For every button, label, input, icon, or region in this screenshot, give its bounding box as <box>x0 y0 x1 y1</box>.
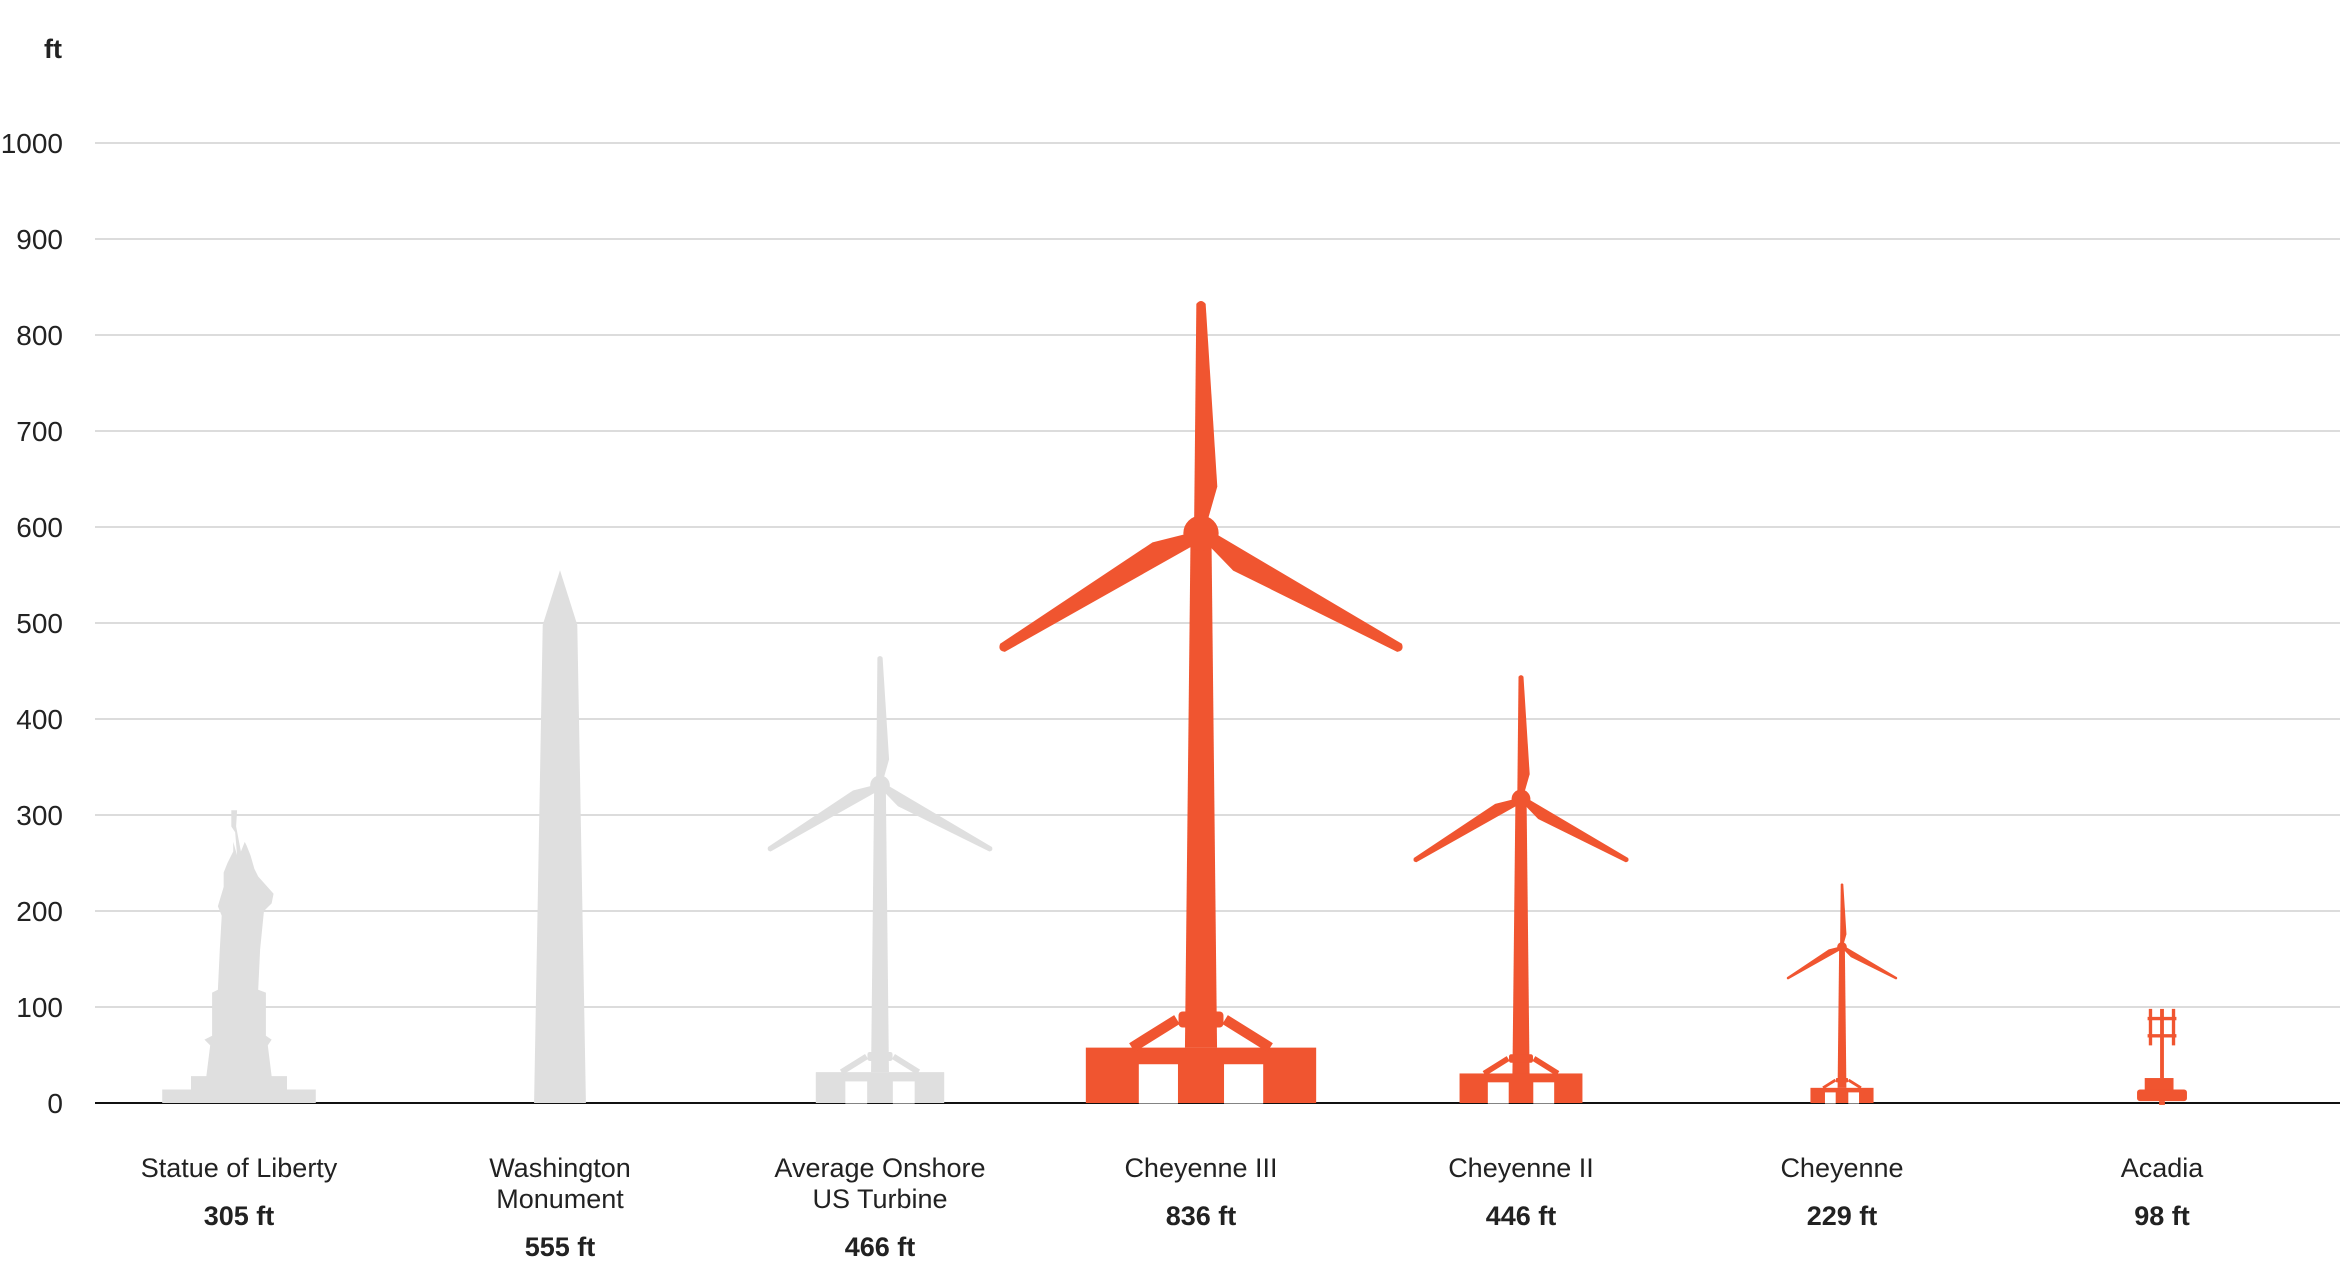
acadia-mast <box>2160 1008 2164 1079</box>
turbine-hub <box>1837 942 1847 952</box>
turbine-blade <box>999 534 1205 652</box>
floating-platform <box>1085 1047 1317 1103</box>
platform-brace <box>1482 1056 1560 1076</box>
platform-gap <box>1138 1064 1178 1104</box>
y-axis-unit-label: ft <box>44 34 62 64</box>
turbine-blade <box>1517 675 1530 800</box>
bar-turbine <box>767 655 993 1104</box>
value-label: 305 ft <box>204 1201 275 1231</box>
y-tick-label: 700 <box>16 416 63 447</box>
y-tick-label: 600 <box>16 512 63 543</box>
value-label: 229 ft <box>1807 1201 1878 1231</box>
category-label: Cheyenne II <box>1448 1153 1594 1183</box>
platform-gap <box>1848 1092 1860 1104</box>
floating-platform <box>1810 1087 1874 1103</box>
acadia-keel <box>2159 1101 2165 1105</box>
platform-gap <box>1487 1082 1509 1104</box>
tower-collar <box>1178 1011 1224 1028</box>
tower-collar <box>1835 1077 1849 1083</box>
turbine-blade <box>1522 795 1629 863</box>
bar-obelisk <box>534 570 586 1103</box>
category-label: Washington <box>489 1153 631 1183</box>
category-label: Cheyenne <box>1780 1153 1903 1183</box>
turbine-hub <box>1511 789 1531 809</box>
y-tick-label: 900 <box>16 224 63 255</box>
bar-acadia <box>2137 1008 2187 1105</box>
turbine-blade <box>1842 945 1898 980</box>
turbine-blade <box>876 655 890 786</box>
tower-collar <box>1509 1054 1533 1063</box>
category-label: Average Onshore <box>774 1153 985 1183</box>
platform-brace <box>839 1054 921 1075</box>
bar-statue <box>162 810 316 1103</box>
y-tick-label: 100 <box>16 992 63 1023</box>
bar-turbine <box>999 301 1403 1104</box>
platform-gap <box>1533 1082 1555 1104</box>
turbine-blade <box>1413 799 1523 863</box>
bar-turbine <box>1786 883 1898 1104</box>
y-tick-label: 400 <box>16 704 63 735</box>
acadia-deckhouse <box>2144 1078 2174 1090</box>
y-tick-label: 800 <box>16 320 63 351</box>
floating-platform <box>1459 1073 1583 1103</box>
y-tick-label: 0 <box>47 1088 63 1119</box>
turbine-blade <box>1786 947 1843 980</box>
category-label: Statue of Liberty <box>141 1153 338 1183</box>
acadia-rotor-cage <box>2147 1008 2177 1046</box>
value-label: 98 ft <box>2134 1201 2190 1231</box>
platform-brace <box>1129 1015 1273 1053</box>
turbine-tower <box>1512 799 1530 1074</box>
turbine-tower <box>871 785 889 1073</box>
value-label: 466 ft <box>845 1232 916 1262</box>
washington-monument-silhouette <box>534 570 586 1103</box>
y-tick-label: 500 <box>16 608 63 639</box>
y-tick-label: 200 <box>16 896 63 927</box>
category-label: Acadia <box>2121 1153 2205 1183</box>
bar-turbine <box>1413 675 1629 1104</box>
tower-collar <box>867 1052 893 1061</box>
y-tick-label: 1000 <box>1 128 63 159</box>
turbine-tower <box>1837 946 1847 1088</box>
turbine-blade <box>1194 301 1218 534</box>
statue-of-liberty-silhouette <box>162 810 316 1103</box>
turbine-blade <box>1204 527 1403 652</box>
y-tick-label: 300 <box>16 800 63 831</box>
platform-gap <box>892 1081 915 1104</box>
category-label: Cheyenne III <box>1124 1153 1277 1183</box>
platform-gap <box>1224 1064 1264 1104</box>
floating-platform <box>815 1072 945 1103</box>
platform-gap <box>1824 1092 1836 1104</box>
turbine-blade <box>1840 883 1847 947</box>
acadia-hull <box>2137 1089 2187 1102</box>
platform-gap <box>845 1081 868 1104</box>
turbine-hub <box>870 775 890 796</box>
platform-brace <box>1822 1078 1862 1090</box>
turbine-blade <box>881 782 993 852</box>
value-label: 836 ft <box>1166 1201 1237 1231</box>
category-label: Monument <box>496 1184 624 1214</box>
value-label: 446 ft <box>1486 1201 1557 1231</box>
turbine-blade <box>767 785 882 852</box>
value-label: 555 ft <box>525 1232 596 1262</box>
turbine-hub <box>1183 515 1219 551</box>
category-label: US Turbine <box>812 1184 947 1214</box>
turbine-tower <box>1184 533 1218 1048</box>
